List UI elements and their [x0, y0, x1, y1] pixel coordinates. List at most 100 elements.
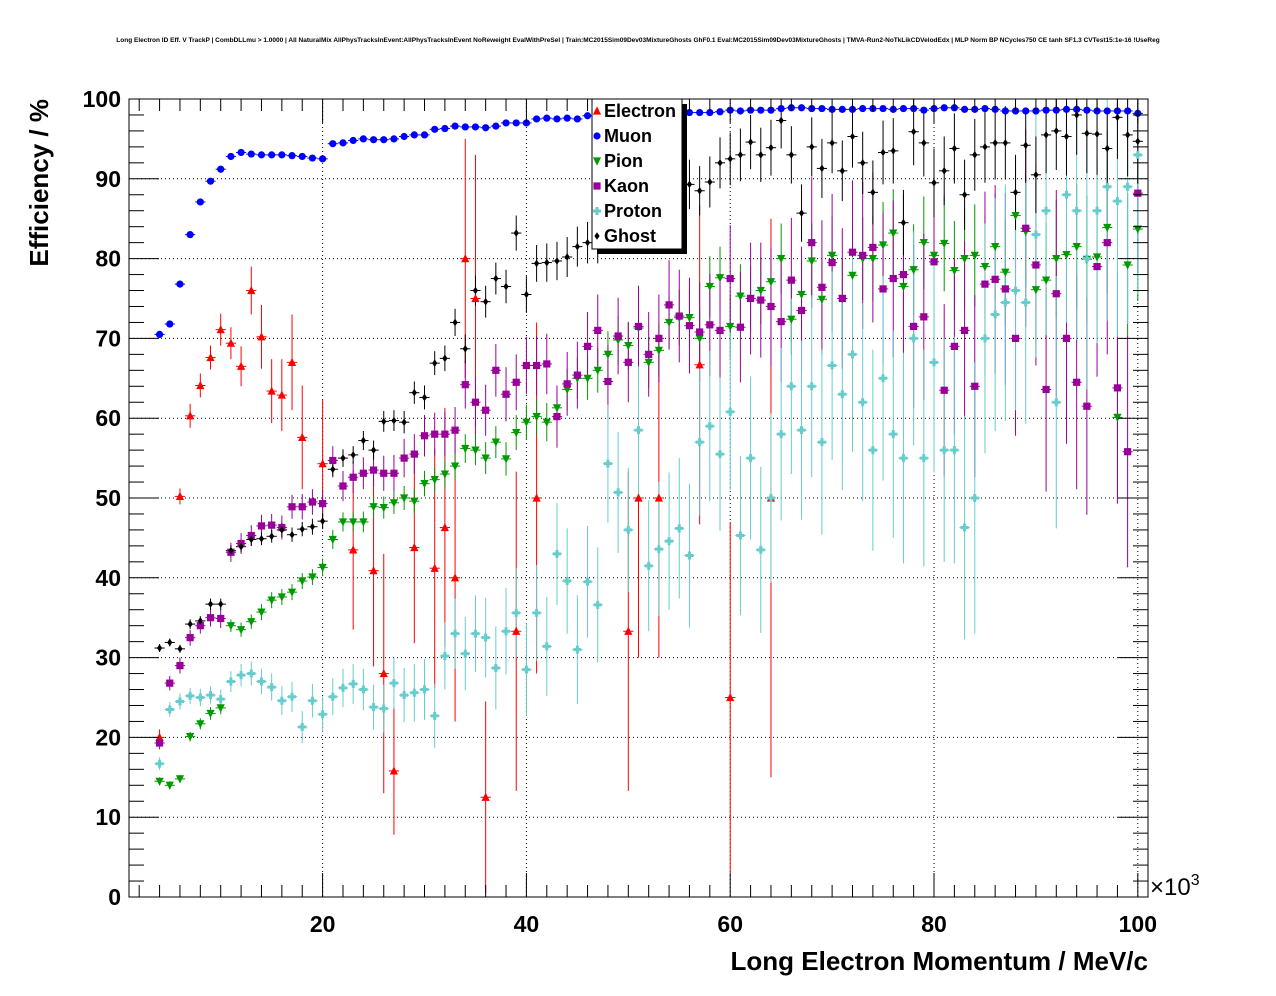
ghost-point	[544, 258, 550, 267]
kaon-point	[1103, 239, 1111, 247]
proton-point	[1001, 298, 1010, 307]
muon-point	[482, 124, 490, 132]
kaon-point	[359, 469, 367, 477]
y-axis-label: Efficiency / %	[24, 99, 54, 267]
ghost-point	[768, 143, 774, 152]
y-tick-label: 30	[95, 645, 121, 671]
proton-point	[1072, 206, 1081, 215]
proton-point	[746, 454, 755, 463]
pion-point	[461, 444, 470, 454]
proton-point	[960, 523, 969, 532]
proton-point	[1011, 286, 1020, 295]
kaon-point	[879, 285, 887, 293]
muon-point	[838, 105, 846, 113]
pion-point	[685, 314, 694, 323]
electron-point	[654, 493, 663, 502]
x-multiplier-base: ×10	[1150, 874, 1191, 901]
proton-point	[940, 446, 949, 455]
pion-point	[705, 282, 714, 292]
ghost-point	[809, 143, 815, 151]
electron-point	[226, 338, 235, 347]
kaon-point	[1113, 384, 1122, 392]
pion-point	[206, 709, 215, 719]
kaon-point	[1011, 334, 1020, 342]
proton-point	[369, 703, 378, 712]
pion-point	[1042, 276, 1051, 285]
pion-point	[889, 229, 898, 238]
muon-point	[227, 152, 235, 161]
x-tick-label: 20	[310, 911, 336, 937]
muon-point	[1022, 107, 1030, 115]
electron-point	[257, 332, 266, 341]
y-axis-ticks: 0 10 20 30 40 50 60 70 80 90 100	[83, 86, 1148, 910]
electron-point	[216, 325, 225, 334]
proton-point	[216, 695, 225, 704]
electron-point	[155, 732, 164, 741]
muon-point	[981, 104, 989, 113]
ghost-point	[1012, 188, 1019, 197]
ghost-point	[839, 167, 845, 175]
proton-point	[461, 649, 470, 658]
muon-point	[176, 280, 184, 288]
kaon-point	[767, 302, 775, 311]
electron-point	[450, 573, 460, 582]
ghost-point	[798, 209, 805, 217]
muon-point	[543, 114, 551, 122]
muon-point	[288, 152, 296, 160]
proton-point	[451, 629, 460, 638]
proton-point	[532, 608, 541, 617]
ghost-point	[911, 127, 917, 136]
kaon-point	[308, 498, 317, 506]
proton-point	[277, 696, 286, 705]
electron-point	[247, 285, 256, 295]
proton-point	[634, 426, 643, 435]
proton-point	[991, 310, 1000, 319]
ghost-point	[727, 155, 733, 163]
pion-point	[797, 290, 806, 300]
kaon-point	[461, 381, 469, 389]
proton-point	[542, 642, 551, 651]
chart-title: Long Electron ID Eff. V TrackP | CombDLL…	[116, 37, 1159, 44]
proton-point	[440, 652, 449, 661]
proton-point	[980, 334, 989, 343]
ghost-point	[523, 290, 530, 299]
proton-point	[756, 545, 765, 554]
proton-point	[838, 390, 847, 399]
proton-point	[359, 685, 368, 694]
proton-point	[349, 679, 358, 688]
pion-point	[216, 704, 225, 713]
ghost-point	[1043, 131, 1049, 139]
x-tick-label: 60	[717, 911, 743, 937]
proton-point	[1103, 182, 1112, 191]
kaon-point	[645, 350, 653, 358]
muon-point	[237, 148, 245, 157]
kaon-point	[166, 679, 174, 687]
pion-point	[196, 720, 205, 729]
muon-point	[940, 104, 948, 112]
pion-point	[175, 775, 185, 784]
electron-point	[277, 390, 286, 399]
ghost-point	[747, 138, 754, 146]
muon-point	[329, 140, 337, 148]
pion-point	[501, 455, 511, 464]
ghost-point	[197, 617, 203, 625]
pion-point	[919, 239, 928, 248]
pion-point	[338, 518, 348, 527]
kaon-point	[808, 239, 816, 247]
proton-point	[471, 629, 480, 638]
proton-point	[196, 693, 205, 702]
y-tick-label: 0	[108, 884, 121, 910]
proton-point	[1123, 182, 1132, 191]
kaon-point	[247, 531, 255, 540]
ghost-point	[432, 359, 438, 367]
kaon-point	[950, 342, 958, 350]
pion-point	[593, 366, 602, 375]
kaon-point	[349, 473, 357, 481]
x-tick-label: 80	[921, 911, 947, 937]
proton-point	[695, 438, 704, 447]
kaon-point	[186, 634, 194, 642]
ghost-point	[737, 151, 743, 159]
kaon-point	[471, 398, 480, 406]
proton-point	[1093, 206, 1102, 215]
